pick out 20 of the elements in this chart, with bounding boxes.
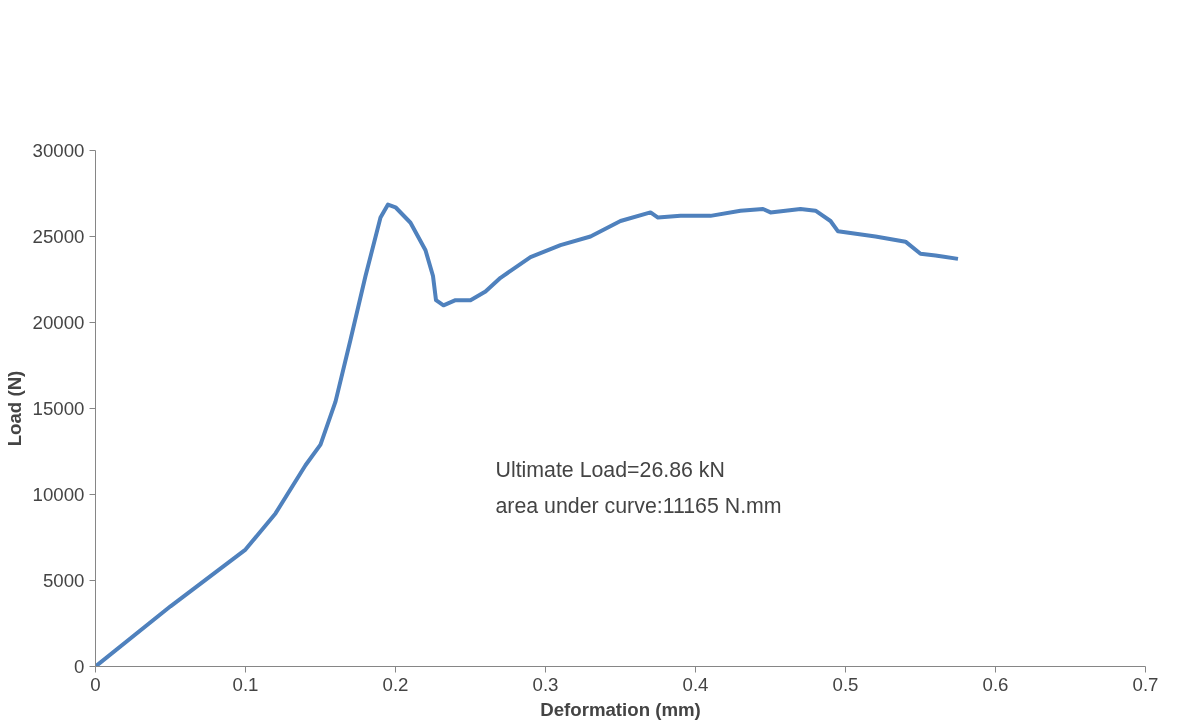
line-series — [95, 202, 960, 667]
x-axis-title: Deformation (mm) — [540, 698, 701, 720]
x-tick-label: 0.2 — [382, 673, 409, 695]
x-tick-label: 0.5 — [832, 673, 859, 695]
y-tick-label: 30000 — [32, 140, 85, 161]
x-tick-label: 0 — [90, 673, 101, 695]
x-tick-label: 0.4 — [682, 673, 709, 695]
annotation: Ultimate Load=26.86 kN — [495, 457, 725, 482]
y-tick-label: 20000 — [32, 312, 85, 333]
y-tick-label: 0 — [74, 656, 85, 677]
y-tick-label: 15000 — [32, 398, 85, 419]
y-tick-label: 10000 — [32, 484, 85, 505]
y-tick-label: 25000 — [32, 226, 85, 247]
y-axis-title: Load (N) — [3, 370, 25, 447]
x-tick-label: 0.3 — [532, 673, 559, 695]
x-tick-label: 0.6 — [982, 673, 1009, 695]
x-tick-label: 0.1 — [232, 673, 259, 695]
annotation: area under curve:11165 N.mm — [495, 493, 782, 518]
y-tick-label: 5000 — [43, 570, 85, 591]
x-tick-label: 0.7 — [1132, 673, 1159, 695]
